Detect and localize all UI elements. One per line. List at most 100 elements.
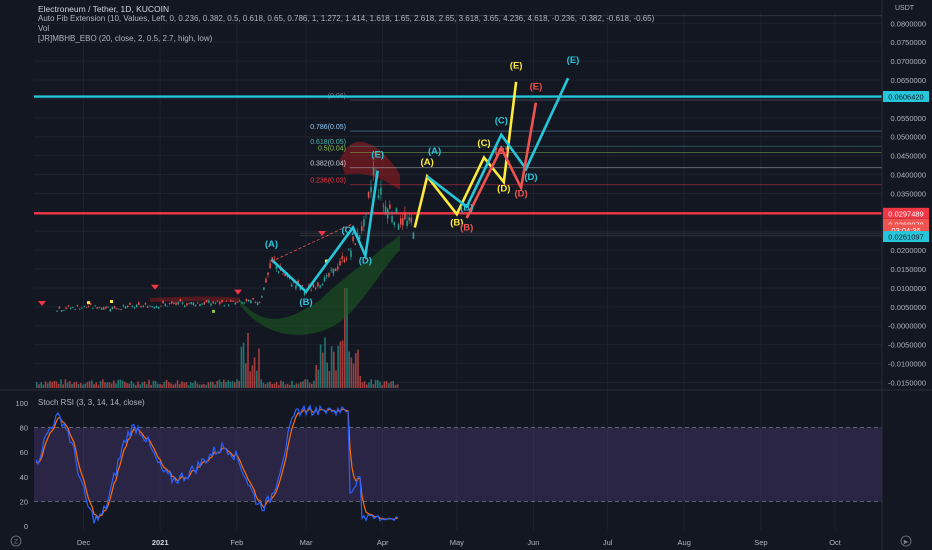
fib-indicator-label[interactable]: Auto Fib Extension (10, Values, Left, 0,… <box>38 14 655 23</box>
volume-bar <box>302 381 304 388</box>
candle-body <box>299 287 302 290</box>
candle-body <box>157 306 160 309</box>
time-tick-label: Sep <box>754 538 767 547</box>
price-badge <box>883 91 929 103</box>
candle-body <box>186 303 188 306</box>
candle-body <box>133 307 136 309</box>
volume-bars <box>36 288 399 388</box>
volume-indicator-label[interactable]: Vol <box>38 24 50 33</box>
candle-body <box>92 307 94 309</box>
price-badge <box>883 224 929 236</box>
volume-bar <box>132 383 135 388</box>
rsi-indicator-label[interactable]: Stoch RSI (3, 3, 14, 14, close) <box>38 398 145 407</box>
sell-signal-marker <box>38 300 46 306</box>
volume-bar <box>328 371 331 388</box>
candle-body <box>151 306 153 308</box>
candle-body <box>314 288 317 290</box>
price-tick-label: 0.0700000 <box>891 57 926 66</box>
candle-body <box>230 300 232 302</box>
time-tick-label: 2021 <box>152 538 169 547</box>
volume-bar <box>91 380 93 388</box>
volume-bar <box>352 363 355 388</box>
candle-body <box>350 250 352 257</box>
candle-body <box>404 213 406 219</box>
wave-label: (A) <box>428 146 441 157</box>
price-tick-label: 0.0750000 <box>891 38 926 47</box>
wave-label: (E) <box>530 81 543 92</box>
candle-body <box>67 305 70 307</box>
volume-bar <box>357 349 359 388</box>
volume-bar <box>143 381 146 388</box>
price-tick-label: 0.0150000 <box>891 265 926 274</box>
candle-body <box>380 187 382 195</box>
candle-body <box>146 306 149 308</box>
volume-bar <box>330 346 333 388</box>
candle-body <box>179 298 182 302</box>
rsi-k-line <box>35 404 399 524</box>
candle-body <box>317 282 319 287</box>
candle-body <box>245 298 248 302</box>
wave-label: (B) <box>460 222 473 233</box>
candle-body <box>107 306 109 308</box>
candle-body <box>267 272 269 275</box>
price-tick-label: 0.0400000 <box>891 171 926 180</box>
volume-bar <box>207 382 210 388</box>
currency-label: USDT <box>895 5 915 12</box>
rsi-tick-label: 100 <box>15 399 28 408</box>
projection-lines[interactable] <box>270 77 570 294</box>
stoch-rsi-pane[interactable]: 100 80 60 40 20 0 <box>15 399 882 531</box>
volume-bar <box>58 383 60 388</box>
candle-body <box>175 302 177 305</box>
volume-bar <box>223 379 225 388</box>
volume-bar <box>106 382 108 388</box>
volume-bar <box>49 381 51 388</box>
volume-bar <box>392 380 394 388</box>
volume-bar <box>251 365 254 388</box>
ebo-indicator-label[interactable]: [JR]MBHB_EBO (20, close, 2, 0.5, 2.7, hi… <box>38 34 213 43</box>
volume-bar <box>194 380 196 388</box>
wave-label: (C) <box>495 116 508 127</box>
candle-body <box>372 168 375 175</box>
candle-body <box>365 212 367 214</box>
wave-label: (B) <box>460 202 473 213</box>
volume-bar <box>47 383 49 388</box>
rsi-tick-label: 60 <box>20 448 28 457</box>
time-axis[interactable]: Dec 2021 Feb Mar Apr May Jun Jul Aug Sep Oct Z ▶ <box>10 535 912 547</box>
volume-bar <box>104 382 106 388</box>
volume-bar <box>372 383 375 388</box>
candle-body <box>332 268 335 274</box>
price-badge <box>883 207 929 219</box>
candle-body <box>345 258 348 260</box>
volume-bar <box>337 345 339 388</box>
candle-body <box>227 304 230 306</box>
volume-bar <box>214 384 216 388</box>
candle-body <box>142 305 144 307</box>
volume-bar <box>190 382 192 388</box>
candle-body <box>129 302 131 305</box>
candle-body <box>337 266 339 270</box>
volume-bar <box>324 337 326 388</box>
volume-bar <box>326 362 328 388</box>
candle-body <box>254 301 257 303</box>
volume-bar <box>77 384 80 388</box>
candle-body <box>384 206 387 214</box>
volume-bar <box>315 364 317 388</box>
volume-bar <box>278 384 280 388</box>
candle-body <box>239 300 241 302</box>
time-tick-label: Apr <box>377 538 389 547</box>
candle-body <box>153 306 156 309</box>
volume-bar <box>212 381 214 388</box>
volume-bar <box>256 370 258 388</box>
volume-bar <box>82 384 84 388</box>
volume-bar <box>258 348 260 388</box>
candle-body <box>247 299 250 302</box>
volume-bar <box>154 381 157 388</box>
wave-labels: (A) (B) (C) (D) (E) (A) (B) (C) (D) (E) (A) (B) (C) (… <box>265 55 580 308</box>
volume-bar <box>385 381 388 388</box>
volume-bar <box>379 381 381 388</box>
volume-bar <box>141 382 144 388</box>
volume-bar <box>269 381 271 388</box>
volume-bar <box>295 383 298 388</box>
